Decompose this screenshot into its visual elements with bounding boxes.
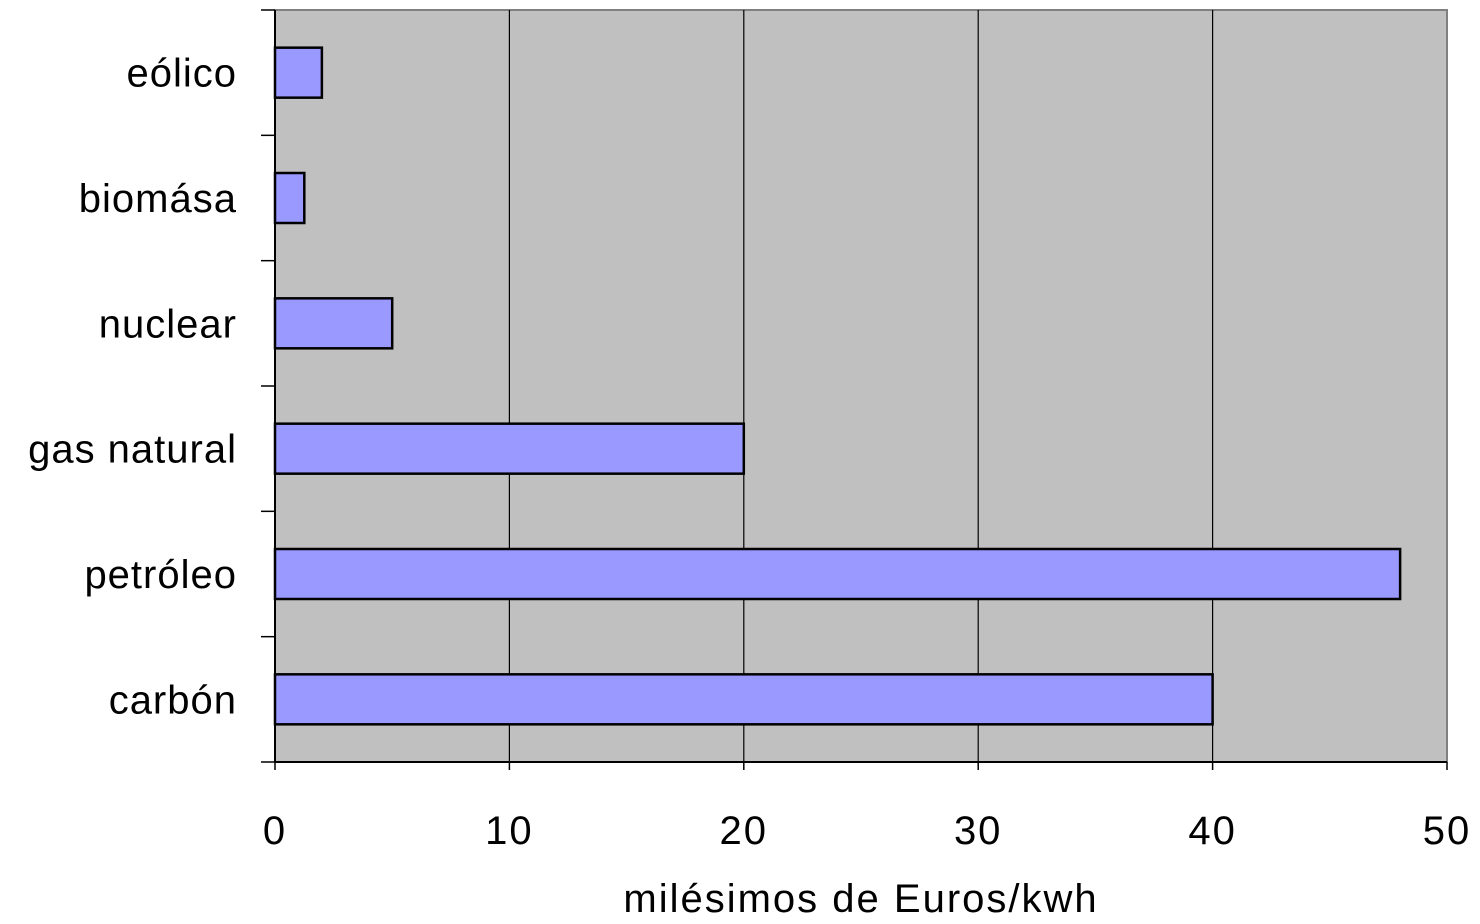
plot-area bbox=[274, 9, 1448, 763]
category-label-4: petróleo bbox=[84, 553, 237, 597]
bar-0 bbox=[273, 46, 324, 99]
axes bbox=[261, 9, 1448, 770]
bar-1 bbox=[273, 171, 306, 225]
category-label-5: carbón bbox=[109, 678, 237, 722]
x-tick-label-40: 40 bbox=[1188, 809, 1237, 853]
bar-2 bbox=[273, 297, 394, 350]
category-label-3: gas natural bbox=[28, 428, 237, 472]
labels: eólico biomása nuclear gas natural petróleo c… bbox=[28, 52, 1472, 853]
x-tick-label-10: 10 bbox=[485, 809, 534, 853]
bar-3 bbox=[273, 422, 746, 475]
category-label-1: biomása bbox=[79, 177, 237, 221]
category-label-0: eólico bbox=[126, 52, 237, 96]
x-tick-label-20: 20 bbox=[720, 809, 769, 853]
bar-5 bbox=[273, 673, 1214, 726]
x-tick-label-30: 30 bbox=[954, 809, 1003, 853]
category-label-2: nuclear bbox=[99, 302, 237, 346]
x-tick-label-50: 50 bbox=[1423, 809, 1472, 853]
x-axis-title: milésimos de Euros/kwh bbox=[623, 877, 1098, 921]
gridlines bbox=[508, 10, 1214, 762]
bar-4 bbox=[273, 547, 1402, 601]
x-tick-label-0: 0 bbox=[263, 809, 287, 853]
